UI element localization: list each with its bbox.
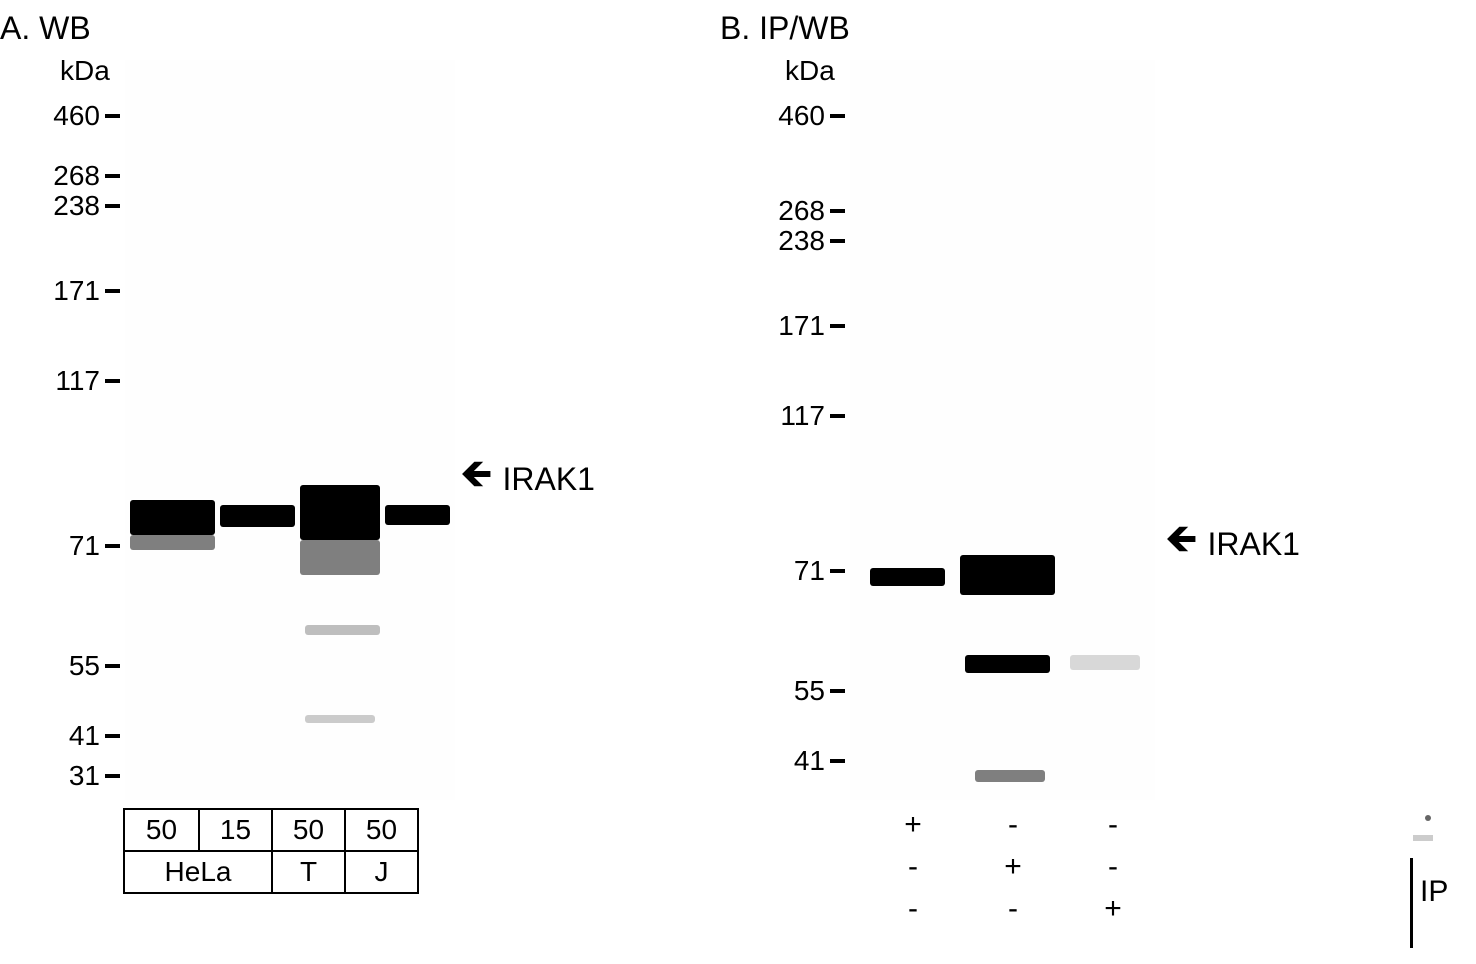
- blot-band: [965, 655, 1050, 673]
- mw-tick: [105, 544, 120, 548]
- lane-cell: 15: [199, 809, 272, 851]
- arrow-head-icon: 🡸: [1165, 510, 1197, 578]
- blot-band: [870, 568, 945, 586]
- arrow-head-icon: 🡸: [460, 445, 492, 513]
- blot-area-a: [125, 60, 455, 800]
- mw-label: 117: [765, 400, 825, 432]
- mw-unit-a: kDa: [60, 55, 110, 87]
- mw-tick: [830, 569, 845, 573]
- mw-label: 71: [765, 555, 825, 587]
- blot-band: [975, 770, 1045, 782]
- mw-label: 55: [40, 650, 100, 682]
- ip-cell: +: [863, 808, 963, 842]
- mw-tick: [830, 114, 845, 118]
- artifact-dot: [1425, 815, 1431, 821]
- ip-row: -+-: [863, 850, 1163, 884]
- blot-band: [220, 505, 295, 527]
- lane-cell: 50: [345, 809, 418, 851]
- protein-name-a: IRAK1: [502, 461, 594, 498]
- blot-band: [130, 535, 215, 550]
- mw-tick: [105, 379, 120, 383]
- mw-label: 117: [40, 365, 100, 397]
- lane-cell: HeLa: [124, 851, 272, 893]
- figure-container: A. WB kDa 46026823817111771554131 🡸 IRAK…: [0, 0, 1476, 964]
- mw-tick: [830, 239, 845, 243]
- ip-cell: -: [963, 808, 1063, 842]
- blot-band: [305, 625, 380, 635]
- blot-band: [385, 505, 450, 525]
- mw-label: 268: [765, 195, 825, 227]
- protein-arrow-a: 🡸 IRAK1: [460, 445, 595, 513]
- lane-cell: 50: [124, 809, 199, 851]
- lane-cell: J: [345, 851, 418, 893]
- mw-label: 171: [40, 275, 100, 307]
- lane-cell: 50: [272, 809, 345, 851]
- mw-tick: [105, 289, 120, 293]
- artifact-dash: [1413, 835, 1433, 841]
- mw-label: 238: [40, 190, 100, 222]
- lane-cell: T: [272, 851, 345, 893]
- mw-tick: [105, 204, 120, 208]
- mw-label: 55: [765, 675, 825, 707]
- mw-label: 71: [40, 530, 100, 562]
- mw-tick: [830, 689, 845, 693]
- panel-a-title: A. WB: [0, 10, 91, 47]
- mw-unit-b: kDa: [785, 55, 835, 87]
- ip-cell: +: [1063, 892, 1163, 926]
- protein-arrow-b: 🡸 IRAK1: [1165, 510, 1300, 578]
- mw-label: 238: [765, 225, 825, 257]
- ip-grid-b: +---+---+: [863, 808, 1163, 934]
- ip-bracket: [1410, 858, 1413, 948]
- mw-label: 31: [40, 760, 100, 792]
- mw-label: 268: [40, 160, 100, 192]
- mw-label: 171: [765, 310, 825, 342]
- mw-tick: [105, 734, 120, 738]
- mw-tick: [830, 209, 845, 213]
- ip-cell: +: [963, 850, 1063, 884]
- ip-row: +--: [863, 808, 1163, 842]
- ip-cell: -: [863, 892, 963, 926]
- blot-band: [960, 555, 1055, 595]
- mw-tick: [105, 114, 120, 118]
- mw-label: 41: [40, 720, 100, 752]
- mw-label: 460: [765, 100, 825, 132]
- mw-label: 460: [40, 100, 100, 132]
- mw-tick: [105, 174, 120, 178]
- mw-tick: [830, 324, 845, 328]
- ip-row: --+: [863, 892, 1163, 926]
- lane-table-a: 50155050HeLaTJ: [123, 808, 419, 894]
- panel-b-title: B. IP/WB: [720, 10, 850, 47]
- blot-band: [130, 500, 215, 535]
- mw-tick: [830, 759, 845, 763]
- blot-band: [305, 715, 375, 723]
- blot-area-b: [850, 60, 1155, 800]
- ip-cell: -: [863, 850, 963, 884]
- mw-tick: [830, 414, 845, 418]
- ip-cell: -: [1063, 850, 1163, 884]
- mw-tick: [105, 774, 120, 778]
- ip-label: IP: [1420, 875, 1448, 909]
- protein-name-b: IRAK1: [1207, 526, 1299, 563]
- blot-band: [300, 485, 380, 540]
- blot-band: [1070, 655, 1140, 670]
- ip-cell: -: [1063, 808, 1163, 842]
- mw-tick: [105, 664, 120, 668]
- mw-label: 41: [765, 745, 825, 777]
- ip-cell: -: [963, 892, 1063, 926]
- blot-band: [300, 540, 380, 575]
